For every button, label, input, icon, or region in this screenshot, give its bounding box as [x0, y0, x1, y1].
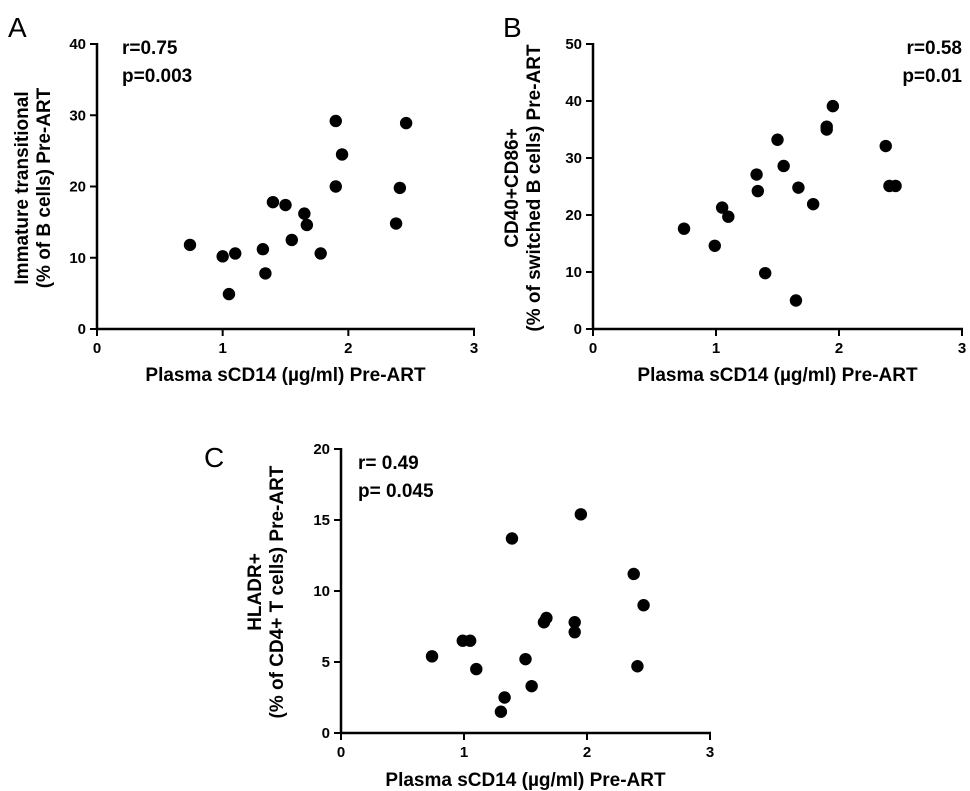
x-axis-title: Plasma sCD14 (µg/ml) Pre-ART [145, 365, 426, 386]
data-point [279, 198, 292, 212]
data-point [389, 217, 403, 230]
y-axis-title-line: Immature transitional [12, 91, 33, 284]
data-point [889, 179, 902, 193]
p-value-label: p=0.01 [902, 66, 962, 87]
data-point [771, 133, 784, 146]
data-point [494, 705, 508, 718]
y-axis-title-line: (% of B cells) Pre-ART [34, 87, 55, 288]
data-point [806, 197, 820, 211]
p-value-label: p= 0.045 [358, 481, 434, 502]
data-point [525, 679, 538, 693]
data-point [722, 210, 735, 223]
data-point [329, 114, 342, 128]
y-tick-label: 20 [69, 179, 86, 196]
y-tick-label: 0 [574, 321, 582, 338]
data-point [498, 691, 511, 704]
data-point [505, 532, 519, 545]
data-point [399, 116, 413, 130]
y-tick-label: 30 [69, 107, 86, 124]
y-tick-label: 0 [78, 321, 86, 338]
data-point [759, 266, 772, 280]
data-point [425, 650, 439, 663]
data-point [792, 181, 805, 194]
x-tick-label: 1 [460, 744, 468, 761]
x-tick-label: 2 [344, 340, 352, 357]
data-point [751, 184, 765, 198]
x-tick-label: 2 [835, 340, 843, 357]
y-tick-label: 40 [565, 93, 582, 110]
x-tick-label: 2 [583, 744, 591, 761]
data-point [677, 222, 691, 235]
y-tick-label: 10 [69, 250, 86, 267]
data-point [568, 616, 581, 629]
y-tick-label: 40 [69, 36, 86, 53]
data-point [568, 625, 581, 639]
data-point [708, 239, 721, 252]
data-point [393, 181, 407, 195]
data-point [216, 250, 229, 263]
data-point [789, 294, 803, 307]
y-axis-title-line: CD40+CD86+ [502, 128, 523, 247]
data-point [463, 634, 477, 647]
data-point [715, 201, 729, 214]
data-point [540, 611, 553, 625]
y-axis-title-line: (% of CD4+ T cells) Pre-ART [267, 465, 288, 718]
x-tick-label: 0 [93, 340, 101, 357]
data-point [259, 267, 272, 280]
y-axis-title-line: (% of switched B cells) Pre-ART [524, 44, 545, 332]
x-tick-label: 3 [958, 340, 966, 357]
y-tick-label: 20 [565, 207, 582, 224]
y-tick-label: 50 [565, 36, 582, 53]
data-point [266, 195, 280, 209]
y-tick-label: 15 [313, 512, 330, 529]
x-axis-title: Plasma sCD14 (µg/ml) Pre-ART [637, 365, 918, 386]
panel-c: C 0 1 2 3 0 5 10 15 20 Plasma sCD14 (µg/ml) Pre-A… [204, 441, 714, 791]
data-point [222, 287, 236, 301]
data-point [637, 599, 650, 612]
y-tick-label: 20 [313, 441, 330, 458]
data-point [750, 168, 763, 181]
panel-letter: C [204, 442, 224, 473]
data-point [470, 662, 483, 676]
y-axis-title-line: HLADR+ [245, 553, 266, 631]
data-point [777, 159, 790, 173]
r-value-label: r= 0.49 [358, 453, 419, 474]
data-point [574, 508, 588, 521]
data-point [329, 180, 342, 193]
data-point [627, 567, 640, 581]
x-tick-label: 3 [470, 340, 478, 357]
y-tick-label: 10 [565, 264, 582, 281]
data-point [298, 207, 311, 220]
y-tick-label: 30 [565, 150, 582, 167]
p-value-label: p=0.003 [122, 66, 192, 87]
r-value-label: r=0.58 [907, 38, 962, 59]
y-tick-label: 5 [322, 654, 330, 671]
data-point [300, 218, 314, 232]
data-point [314, 247, 327, 260]
panel-letter: A [8, 12, 27, 43]
data-point [519, 652, 532, 666]
x-axis-title: Plasma sCD14 (µg/ml) Pre-ART [385, 770, 666, 791]
data-point [631, 660, 644, 673]
y-tick-label: 10 [313, 583, 330, 600]
x-tick-label: 1 [712, 340, 720, 357]
data-point [826, 99, 840, 113]
x-tick-label: 0 [589, 340, 597, 357]
r-value-label: r=0.75 [122, 38, 178, 59]
panel-letter: B [503, 12, 522, 43]
x-tick-label: 1 [218, 340, 226, 357]
y-tick-label: 0 [322, 725, 330, 742]
data-point [285, 233, 298, 247]
data-point [879, 139, 892, 153]
data-point [229, 247, 242, 260]
x-tick-label: 0 [337, 744, 345, 761]
data-point [820, 120, 833, 133]
data-point [183, 238, 197, 252]
data-point [256, 243, 270, 256]
x-tick-label: 3 [706, 744, 714, 761]
data-point [335, 148, 349, 161]
